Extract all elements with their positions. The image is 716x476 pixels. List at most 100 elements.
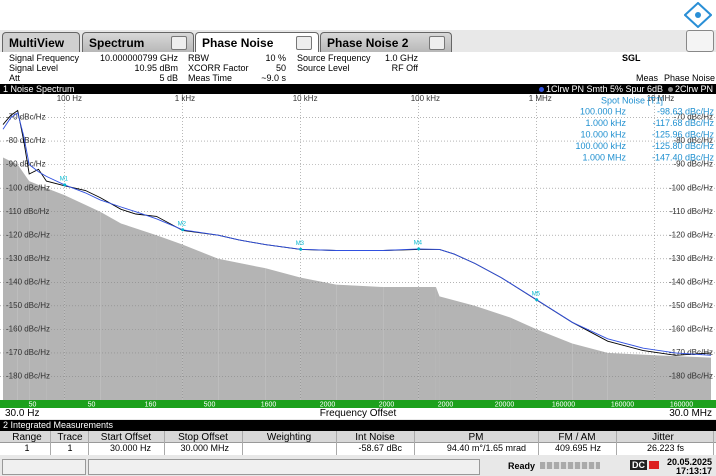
tab[interactable]: Phase Noise [195,32,319,52]
table-cell: 94.40 m°/1.65 mrad [446,443,526,453]
avg-label: 160 [145,401,157,408]
noise-floor-area [121,223,157,400]
noise-floor-area [300,277,337,400]
status-box [2,459,86,475]
y-tick-label: -70 dBc/Hz [673,113,713,122]
column-separator [414,431,415,455]
table-cell: 26.223 fs [646,443,684,453]
close-button[interactable] [296,36,312,50]
date: 20.05.2025 [666,457,712,467]
noise-floor-area [510,317,537,400]
y-tick-label: -180 dBc/Hz [6,372,50,381]
trace-bullet [667,86,673,92]
spot-value: -98.63 dBc/Hz [657,106,715,116]
plot-header [0,84,716,94]
marker [417,247,421,251]
avg-label: 2000 [379,401,395,408]
table-cell: 30.000 Hz [109,443,151,453]
marker [299,247,303,251]
marker-label: M1 [60,177,69,183]
spot-value: -125.96 dBc/Hz [652,129,715,139]
noise-floor-area [218,258,266,400]
marker-label: M3 [296,241,305,247]
column-separator [164,431,165,455]
avg-label: 160000 [670,401,693,408]
x-end-label: 30.0 MHz [669,408,712,419]
y-tick-label: -120 dBc/Hz [6,230,50,239]
x-tick-label: 10 MHz [647,94,675,103]
info-value: 50 [275,63,286,73]
trace-label: 1Clrw PN Smth 5% Spur 6dB [545,84,663,94]
y-tick-label: -130 dBc/Hz [6,254,50,263]
trace-bullet [538,86,544,92]
column-header: Start Offset [100,432,152,443]
y-tick-label: -90 dBc/Hz [673,160,713,169]
avg-label: 500 [204,401,216,408]
noise-floor-area [439,296,475,400]
plot-title: 1 Noise Spectrum [3,84,75,94]
y-tick-label: -90 dBc/Hz [6,160,46,169]
tab-label: Spectrum [89,36,145,50]
trace-info: 1Clrw PN Smth 5% Spur 6dB 2Clrw PN [538,84,713,94]
y-tick-label: -170 dBc/Hz [669,348,713,357]
y-tick-label: -150 dBc/Hz [669,301,713,310]
column-separator [50,431,51,455]
avg-label: 50 [88,401,96,408]
noise-floor-area [383,287,419,400]
info-value: 10.95 dBm [134,63,178,73]
column-header: FM / AM [558,432,596,443]
noise-floor-area [29,181,47,400]
table-cell: -58.67 dBc [358,443,402,453]
noise-floor-area [3,157,18,400]
noise-floor-area [607,352,655,400]
dc-indicator: DC [630,460,647,470]
info-value: ~9.0 s [261,73,286,83]
x-tick-label: 10 kHz [293,94,318,103]
close-button[interactable] [171,36,187,50]
tab[interactable]: MultiView [2,32,80,52]
spot-offset: 1.000 kHz [585,118,626,128]
info-value: RF Off [391,63,418,73]
marker-label: M5 [532,291,541,297]
menu-button[interactable] [686,30,714,52]
x-axis-title: Frequency Offset [319,408,397,419]
table-cell: 1 [24,443,30,453]
info-label: RBW [188,53,209,63]
noise-floor-area [572,343,608,400]
close-button[interactable] [429,36,445,50]
noise-floor-area [64,195,101,400]
info-label: Signal Level [9,63,59,73]
y-tick-label: -100 dBc/Hz [669,183,713,192]
noise-floor-area [418,287,436,400]
marker-label: M2 [178,221,187,227]
avg-label: 20000 [495,401,515,408]
avg-label: 2000 [320,401,336,408]
noise-floor-area [17,164,30,400]
y-tick-label: -160 dBc/Hz [6,324,50,333]
info-value: Phase Noise [663,73,715,83]
avg-label: 160000 [552,401,575,408]
info-label: XCORR Factor [188,63,249,73]
y-tick-label: -150 dBc/Hz [6,301,50,310]
column-separator [538,431,539,455]
table-cell: 1 [67,443,73,453]
tab[interactable]: Phase Noise 2 [320,32,452,52]
info-label: Source Frequency [297,53,371,63]
marker [63,183,67,187]
y-tick-label: -100 dBc/Hz [6,183,50,192]
noise-floor-area [536,329,573,400]
info-label: Meas [636,73,659,83]
table-cell: 409.695 Hz [554,443,601,453]
y-tick-label: -160 dBc/Hz [669,324,713,333]
y-tick-label: -110 dBc/Hz [670,207,713,216]
info-label: Signal Frequency [9,53,80,63]
tab-label: Phase Noise [202,36,274,50]
noise-floor-area [654,355,711,400]
y-tick-label: -180 dBc/Hz [669,372,713,381]
tab[interactable]: Spectrum [82,32,194,52]
x-axis-bar [0,408,716,419]
avg-label: 2000 [438,401,454,408]
column-header: Trace [57,432,83,443]
x-tick-label: 1 kHz [175,94,195,103]
